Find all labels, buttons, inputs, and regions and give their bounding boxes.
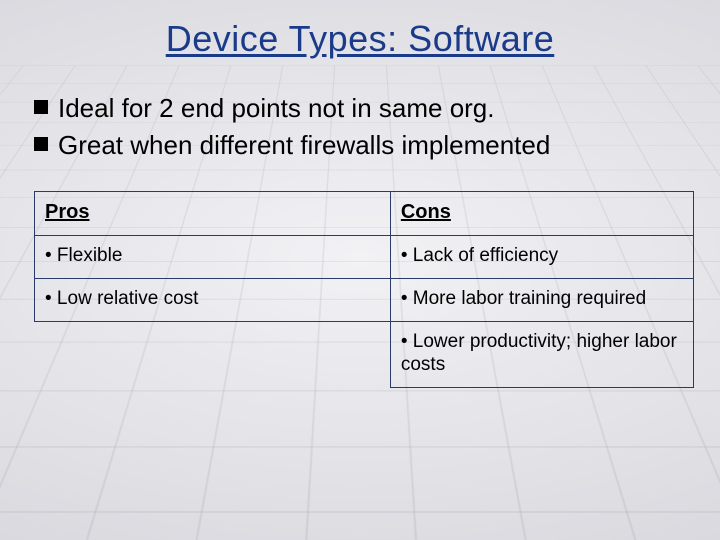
square-bullet-icon [34, 100, 48, 114]
cons-cell: • More labor training required [390, 278, 693, 321]
bullet-item: Ideal for 2 end points not in same org. [34, 92, 692, 125]
pros-cell-empty [35, 321, 391, 388]
bullet-list: Ideal for 2 end points not in same org. … [34, 92, 692, 161]
slide-container: Device Types: Software Ideal for 2 end p… [0, 0, 720, 540]
pros-cell: • Low relative cost [35, 278, 391, 321]
pros-cell: • Flexible [35, 236, 391, 279]
table-row: • Low relative cost • More labor trainin… [35, 278, 694, 321]
square-bullet-icon [34, 137, 48, 151]
slide-title: Device Types: Software [28, 18, 692, 60]
bullet-item: Great when different firewalls implement… [34, 129, 692, 162]
pros-cons-table: Pros Cons • Flexible • Lack of efficienc… [34, 191, 694, 388]
bullet-text: Great when different firewalls implement… [58, 129, 550, 162]
table-row: • Flexible • Lack of efficiency [35, 236, 694, 279]
table-row: • Lower productivity; higher labor costs [35, 321, 694, 388]
bullet-text: Ideal for 2 end points not in same org. [58, 92, 495, 125]
cons-header: Cons [390, 192, 693, 236]
table-header-row: Pros Cons [35, 192, 694, 236]
cons-cell: • Lack of efficiency [390, 236, 693, 279]
pros-header: Pros [35, 192, 391, 236]
cons-cell: • Lower productivity; higher labor costs [390, 321, 693, 388]
